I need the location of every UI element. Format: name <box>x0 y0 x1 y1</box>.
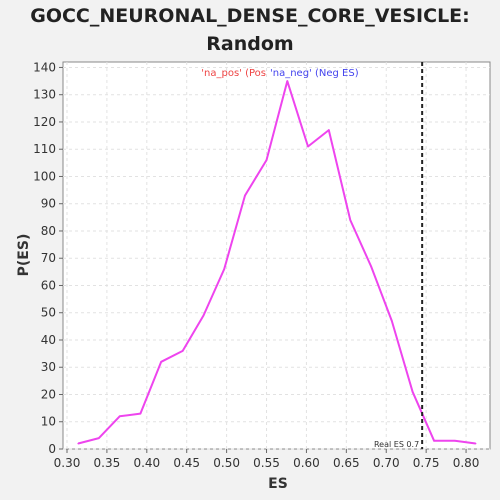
y-axis: 0 10 20 30 40 50 60 70 80 90 100 110 120 130 140 <box>33 60 63 456</box>
data-point <box>307 145 309 148</box>
data-point <box>223 268 226 270</box>
series-line <box>77 80 476 445</box>
data-point <box>433 440 435 442</box>
x-tick-label: 0.60 <box>293 456 320 470</box>
data-point <box>454 440 456 442</box>
x-tick-label: 0.30 <box>54 456 81 470</box>
y-tick-label: 0 <box>48 442 56 456</box>
x-axis: 0.30 0.35 0.40 0.45 0.50 0.55 0.60 0.65 0.70 0.75… <box>54 449 480 470</box>
data-point <box>77 442 79 445</box>
data-point <box>118 415 121 418</box>
real-es-label: Real ES 0.7 <box>374 440 419 449</box>
x-tick-label: 0.75 <box>413 456 440 470</box>
y-tick-label: 10 <box>41 415 56 429</box>
series-layer <box>77 80 477 445</box>
data-point <box>160 360 162 363</box>
x-tick-label: 0.45 <box>173 456 200 470</box>
y-tick-label: 100 <box>33 169 56 183</box>
data-point <box>98 437 100 439</box>
y-tick-label: 120 <box>33 115 56 129</box>
y-tick-label: 110 <box>33 142 56 156</box>
grid <box>63 62 490 450</box>
annotation-layer: Real ES 0.7 'na_pos' (Pos 'na_neg' (Neg ES… <box>201 62 424 449</box>
x-tick-label: 0.50 <box>213 456 240 470</box>
y-tick-label: 30 <box>41 360 56 374</box>
y-tick-label: 130 <box>33 88 56 102</box>
data-point <box>349 219 352 221</box>
data-point <box>202 314 205 317</box>
legend-neg: 'na_neg' (Neg ES) <box>270 68 359 79</box>
y-axis-label: P(ES) <box>16 234 32 277</box>
y-tick-label: 140 <box>33 60 56 74</box>
data-point <box>265 159 268 161</box>
data-point <box>370 265 372 268</box>
y-tick-label: 70 <box>41 251 56 265</box>
x-tick-label: 0.55 <box>253 456 280 470</box>
data-point <box>181 350 184 352</box>
data-point <box>391 320 393 322</box>
plot-area <box>62 61 491 450</box>
y-tick-label: 60 <box>41 278 56 292</box>
legend-pos: 'na_pos' (Pos <box>201 68 266 79</box>
y-tick-label: 50 <box>41 306 56 320</box>
x-tick-label: 0.80 <box>453 456 480 470</box>
data-point <box>411 390 414 393</box>
data-point <box>244 194 246 197</box>
y-tick-label: 20 <box>41 387 56 401</box>
y-tick-label: 90 <box>41 197 56 211</box>
y-tick-label: 40 <box>41 333 56 347</box>
x-tick-label: 0.70 <box>373 456 400 470</box>
x-tick-label: 0.40 <box>133 456 160 470</box>
x-tick-label: 0.65 <box>333 456 360 470</box>
x-axis-label: ES <box>268 476 288 492</box>
y-tick-label: 80 <box>41 224 56 238</box>
x-tick-label: 0.35 <box>94 456 121 470</box>
data-point <box>139 412 142 415</box>
data-point <box>286 80 289 82</box>
data-point <box>474 442 477 445</box>
data-point <box>327 129 330 131</box>
